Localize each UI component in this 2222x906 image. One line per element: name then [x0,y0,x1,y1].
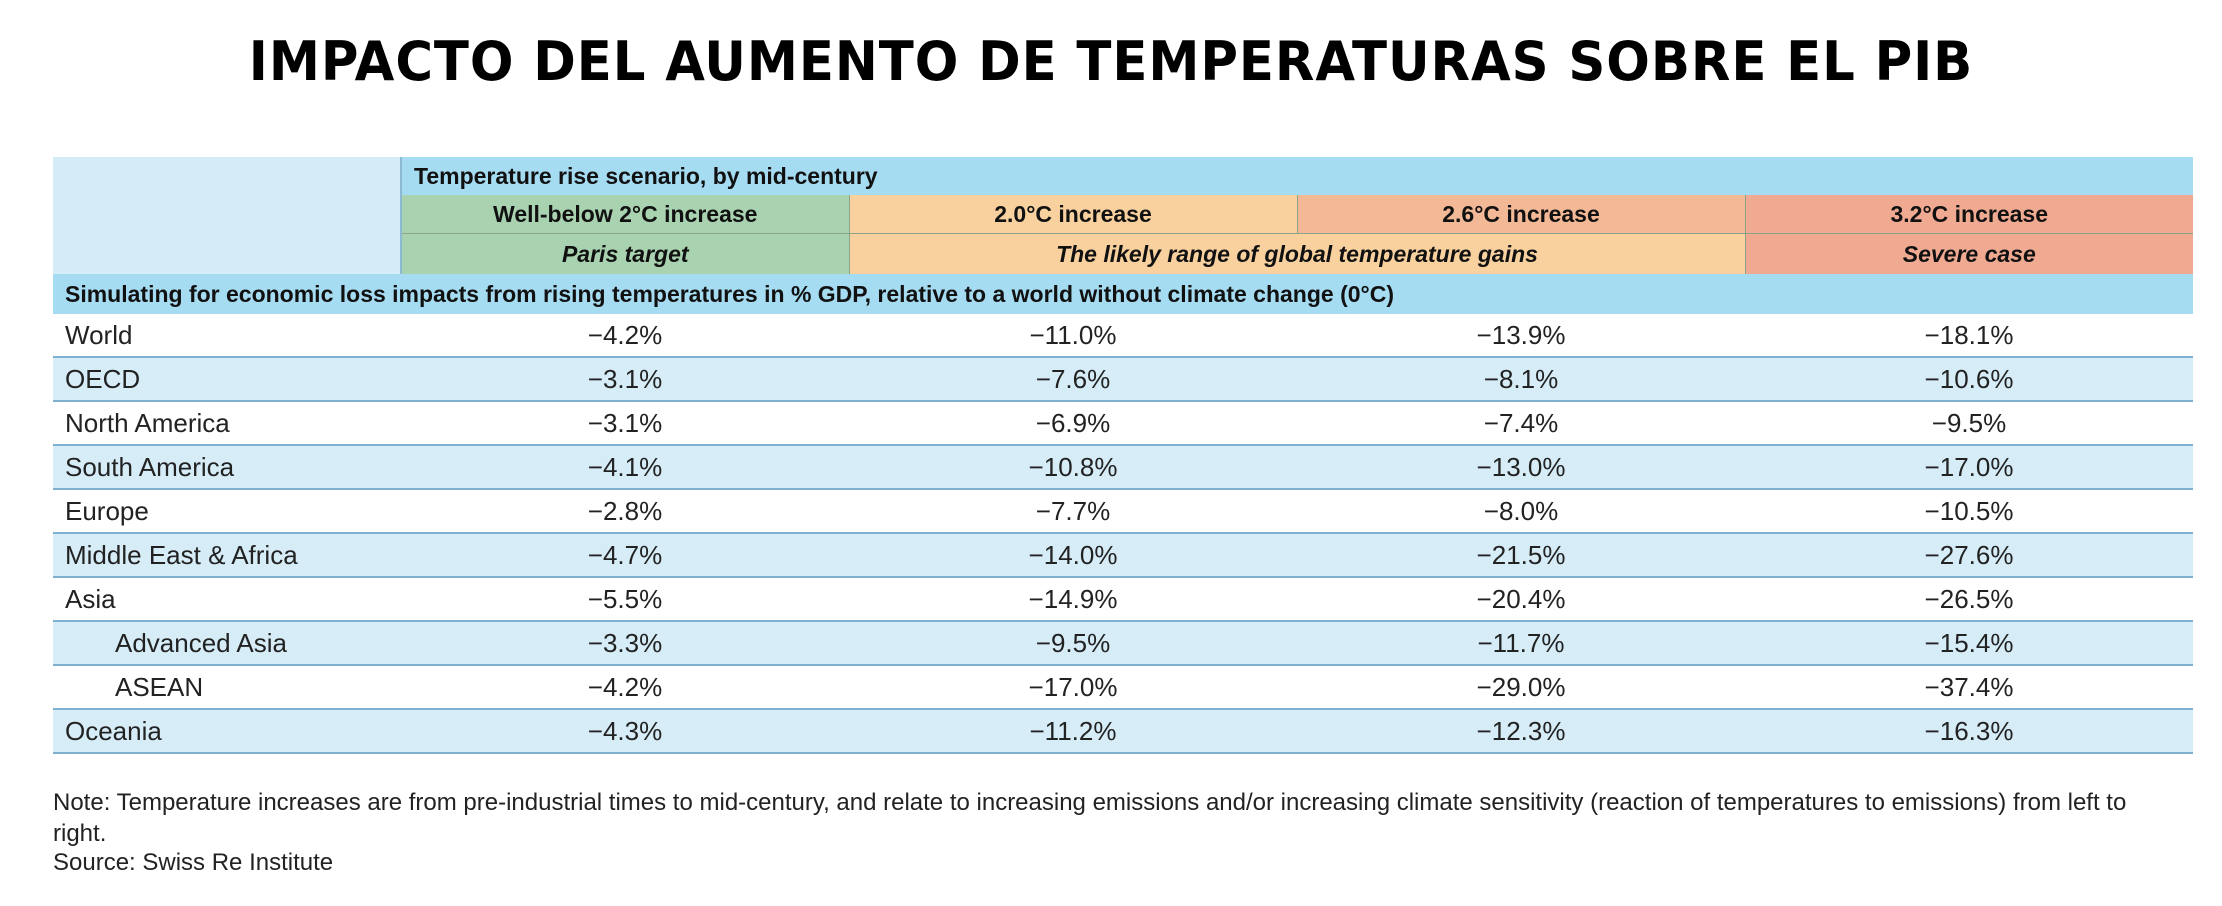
gdp-impact-value: −11.2% [849,709,1297,754]
region-label: Middle East & Africa [53,533,401,578]
group-label-likely-range: The likely range of global temperature g… [848,233,1745,274]
gdp-impact-value: −4.2% [401,665,849,710]
header-row-scenario: Temperature rise scenario, by mid-centur… [53,157,2194,274]
region-label: Asia [53,577,401,622]
gdp-impact-value: −13.0% [1297,445,1745,490]
gdp-impact-value: −21.5% [1297,533,1745,578]
gdp-impact-value: −37.4% [1745,665,2194,710]
gdp-impact-value: −26.5% [1745,577,2194,622]
table-row: Middle East & Africa −4.7% −14.0% −21.5% −27… [53,533,2194,578]
gdp-impact-value: −4.1% [401,445,849,490]
gdp-impact-value: −11.7% [1297,621,1745,666]
column-header-well-below-2c: Well-below 2°C increase [401,195,849,234]
gdp-impact-value: −17.0% [1745,445,2194,490]
column-header-3-2c: 3.2°C increase [1744,195,2194,234]
gdp-impact-value: −18.1% [1745,314,2194,358]
header-row-groups: Paris target The likely range of global … [53,233,2194,274]
table-row: World −4.2% −11.0% −13.9% −18.1% [53,314,2194,358]
gdp-impact-value: −8.1% [1297,357,1745,402]
gdp-impact-value: −27.6% [1745,533,2194,578]
gdp-impact-value: −7.7% [849,489,1297,534]
gdp-impact-value: −9.5% [1745,401,2194,446]
gdp-impact-value: −20.4% [1297,577,1745,622]
gdp-impact-value: −9.5% [849,621,1297,666]
region-label: Advanced Asia [53,621,401,666]
region-label: South America [53,445,401,490]
gdp-impact-value: −2.8% [401,489,849,534]
gdp-impact-value: −12.3% [1297,709,1745,754]
gdp-impact-value: −14.9% [849,577,1297,622]
gdp-impact-value: −7.4% [1297,401,1745,446]
group-label-severe-case: Severe case [1744,233,2194,274]
gdp-impact-table: Temperature rise scenario, by mid-centur… [53,157,2194,754]
region-label: OECD [53,357,401,402]
table-row: Europe −2.8% −7.7% −8.0% −10.5% [53,489,2194,534]
region-label: World [53,314,401,358]
table-row: South America −4.1% −10.8% −13.0% −17.0% [53,445,2194,490]
source-line: Source: Swiss Re Institute [53,849,334,876]
table-row: Asia −5.5% −14.9% −20.4% −26.5% [53,577,2194,622]
header-corner-cell [53,157,402,274]
gdp-impact-value: −17.0% [849,665,1297,710]
gdp-impact-value: −16.3% [1745,709,2194,754]
simulation-header-row: Simulating for economic loss impacts fro… [53,274,2194,314]
gdp-impact-value: −3.1% [401,401,849,446]
column-header-2-0c: 2.0°C increase [848,195,1297,234]
gdp-impact-value: −10.6% [1745,357,2194,402]
table-row: OECD −3.1% −7.6% −8.1% −10.6% [53,357,2194,402]
table-row: North America −3.1% −6.9% −7.4% −9.5% [53,401,2194,446]
table-row: Advanced Asia −3.3% −9.5% −11.7% −15.4% [53,621,2194,666]
gdp-impact-value: −3.1% [401,357,849,402]
table-row: Oceania −4.3% −11.2% −12.3% −16.3% [53,709,2194,754]
table-row: ASEAN −4.2% −17.0% −29.0% −37.4% [53,665,2194,710]
region-label: Oceania [53,709,401,754]
region-label: Europe [53,489,401,534]
column-header-2-6c: 2.6°C increase [1296,195,1745,234]
scenario-header: Temperature rise scenario, by mid-centur… [401,157,2194,195]
gdp-impact-value: −14.0% [849,533,1297,578]
region-label: North America [53,401,401,446]
footnote: Note: Temperature increases are from pre… [53,789,2127,847]
gdp-impact-value: −29.0% [1297,665,1745,710]
header-row-columns: Well-below 2°C increase 2.0°C increase 2… [53,195,2194,234]
gdp-impact-value: −10.8% [849,445,1297,490]
group-label-paris-target: Paris target [401,233,849,274]
gdp-impact-value: −4.3% [401,709,849,754]
gdp-impact-value: −8.0% [1297,489,1745,534]
gdp-impact-value: −6.9% [849,401,1297,446]
gdp-impact-value: −3.3% [401,621,849,666]
gdp-impact-value: −7.6% [849,357,1297,402]
region-label: ASEAN [53,665,401,710]
gdp-impact-value: −11.0% [849,314,1297,358]
gdp-impact-value: −4.2% [401,314,849,358]
page-title: IMPACTO DEL AUMENTO DE TEMPERATURAS SOBR… [248,30,1974,93]
simulation-label: Simulating for economic loss impacts fro… [53,274,2194,314]
gdp-impact-value: −10.5% [1745,489,2194,534]
gdp-impact-value: −15.4% [1745,621,2194,666]
gdp-impact-value: −4.7% [401,533,849,578]
gdp-impact-value: −13.9% [1297,314,1745,358]
gdp-impact-value: −5.5% [401,577,849,622]
